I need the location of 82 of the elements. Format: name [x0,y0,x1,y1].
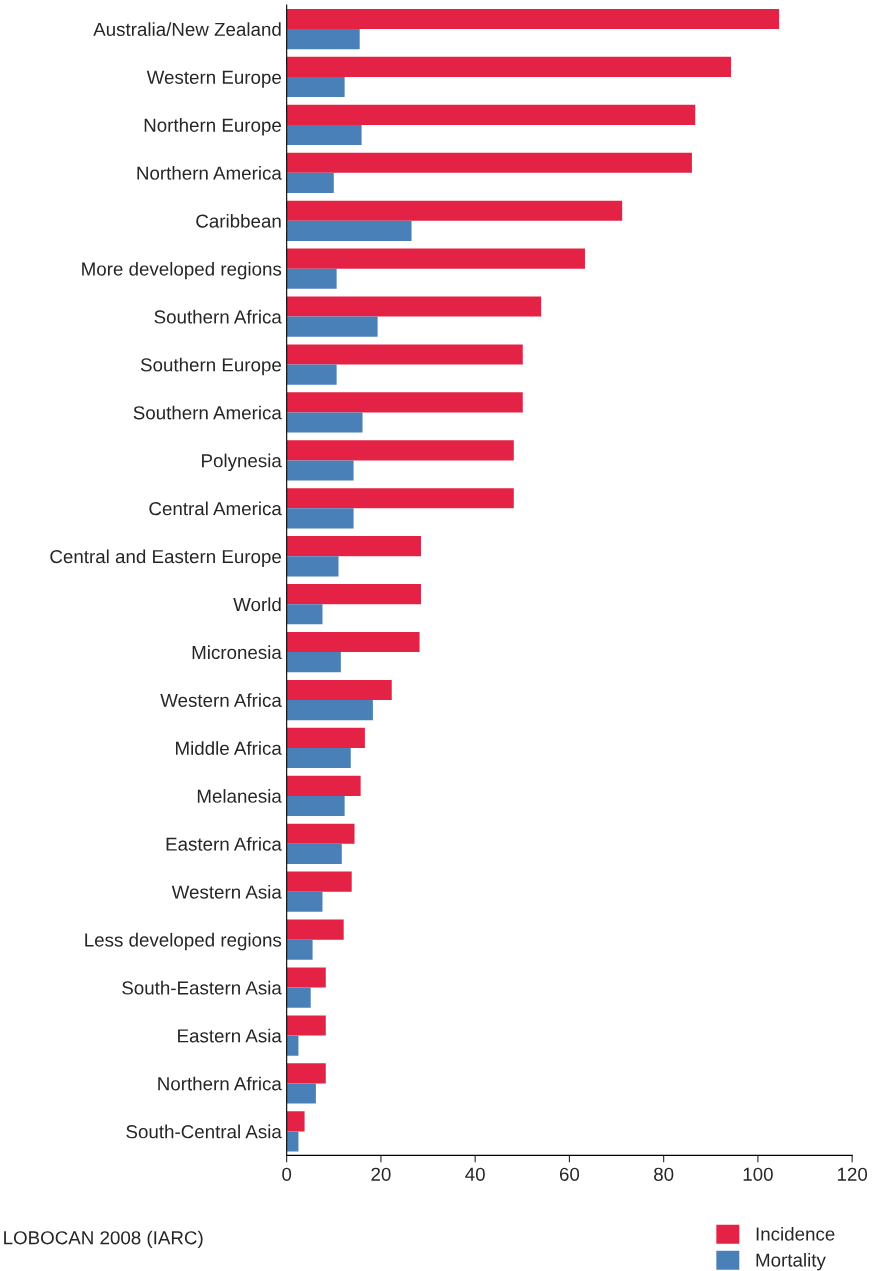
y-tick-label: More developed regions [82,261,282,280]
bar [286,56,732,77]
bar [286,344,523,365]
bar [286,1015,326,1036]
y-tick-label: Australia/New Zealand [93,22,281,37]
y-tick-label: Caribbean [196,213,281,228]
bar [286,124,362,146]
bar [286,584,421,605]
bar [286,1083,316,1104]
y-tick-label: Southern America [133,405,282,420]
bar [286,747,351,769]
bar [286,727,365,748]
bar [286,652,341,673]
y-tick-label: Southern Africa [154,309,282,324]
y-tick-label: Less developed regions [85,932,282,951]
y-tick-label: World [233,597,281,612]
y-tick-label: Southern Europe [140,357,281,376]
bar [286,440,514,461]
bar [286,843,342,864]
bar [286,152,692,173]
bar [286,871,352,892]
bar [286,412,363,433]
x-tick-label: 20 [371,1167,391,1181]
y-tick-label: South-Central Asia [126,1124,282,1139]
bar [286,967,326,988]
y-tick-label: Central America [149,501,282,516]
y-tick-label: Middle Africa [176,741,282,755]
y-tick-label: Micronesia [192,645,282,660]
x-tick-label: 60 [559,1167,580,1181]
bar [286,891,323,912]
x-tick-label: 80 [654,1167,674,1181]
bar [286,939,313,960]
bar [286,795,345,817]
y-tick-label: Northern Africa [158,1076,282,1091]
legend-label: Mortality [756,1252,826,1271]
bar [286,556,339,577]
text: LOBOCAN 2008 (IARC) [4,1230,203,1249]
y-tick-label: Northern America [137,166,282,180]
bar [286,200,623,221]
bar [286,172,334,193]
bar [286,1035,299,1056]
x-tick-label: 100 [743,1167,773,1181]
bar [286,248,585,269]
bar [286,775,361,796]
bar [286,919,344,940]
bar [286,29,360,50]
y-tick-label: Central and Eastern Europe [50,549,281,567]
y-tick-label: Polynesia [202,453,282,472]
bar [286,1063,326,1084]
bar [286,220,412,241]
y-tick-label: Eastern Asia [178,1028,282,1043]
bar [286,392,523,413]
bar [286,488,514,509]
bar [286,1131,299,1152]
y-tick-label: Western Europe [146,70,281,88]
bar [286,508,354,529]
bar [286,987,311,1008]
bar [286,8,780,30]
x-tick-label: 0 [282,1167,292,1181]
bar [286,316,378,337]
y-tick-label: South-Eastern Asia [122,980,282,995]
bar [286,536,421,557]
bar [286,268,337,289]
bar [286,604,323,625]
bar [286,460,354,481]
bar [286,296,542,317]
y-tick-label: Northern Europe [144,118,281,136]
bar [286,631,420,653]
y-tick-label: Eastern Africa [166,837,282,851]
bar [286,76,345,98]
y-tick-label: Melanesia [197,789,282,803]
bar [286,364,337,385]
bar [286,104,696,125]
x-tick-label: 120 [837,1167,868,1181]
y-tick-label: Western Africa [160,693,282,708]
bar [286,700,373,721]
bar [286,1111,305,1132]
x-tick-label: 40 [465,1167,485,1181]
legend-label: Incidence [756,1226,835,1241]
bar [286,679,392,701]
bar [286,823,355,844]
y-tick-label: Western Asia [171,884,282,899]
